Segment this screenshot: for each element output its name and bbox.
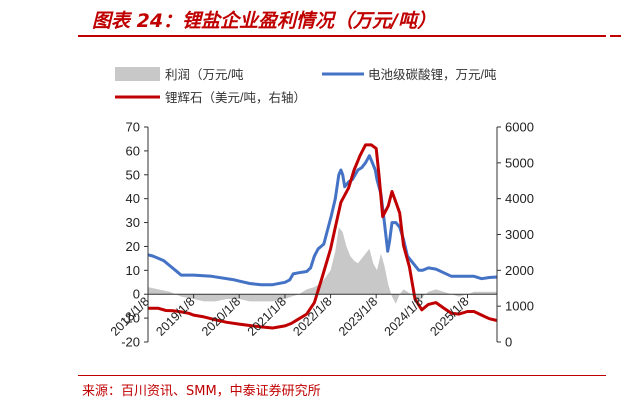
right-tick-label: 5000 (505, 155, 534, 170)
left-tick-label: 0 (133, 287, 140, 302)
x-tick-label: 2022/1/8 (290, 294, 334, 338)
axes: -20 -10 0 10 20 30 40 50 60 70 0 1000 2000 3000 4000 50… (108, 120, 534, 350)
plot-area (147, 143, 498, 330)
x-tick-label: 2019/1/8 (153, 294, 197, 338)
legend-swatch-profit (115, 67, 160, 81)
series-line-carbonate (147, 154, 498, 287)
source-note: 来源：百川资讯、SMM，中泰证券研究所 (82, 384, 321, 399)
legend-label-profit: 利润（万元/吨 (165, 68, 244, 82)
right-tick-label: 6000 (505, 120, 534, 135)
left-tick-label: 20 (126, 239, 140, 254)
x-tick-label: 2024/1/8 (382, 294, 426, 338)
left-tick-label: 60 (126, 143, 140, 158)
left-tick-label: -20 (121, 335, 140, 350)
left-tick-label: 40 (126, 191, 140, 206)
x-tick-label: 2023/1/8 (336, 294, 380, 338)
left-tick-label: 10 (126, 263, 140, 278)
right-tick-label: 3000 (505, 227, 534, 242)
right-tick-label: 1000 (505, 299, 534, 314)
right-tick-label: 0 (505, 335, 512, 350)
series-line-spodumene (148, 143, 498, 330)
left-tick-label: -10 (121, 311, 140, 326)
legend: 利润（万元/吨 电池级碳酸锂，万元/吨 锂辉石（美元/吨，右轴） (115, 67, 497, 105)
right-tick-label: 4000 (505, 191, 534, 206)
footer-rule (78, 375, 606, 376)
profit-chart: 利润（万元/吨 电池级碳酸锂，万元/吨 锂辉石（美元/吨，右轴） -20 -10 0… (108, 67, 534, 350)
x-tick-label: 2025/1/8 (427, 294, 471, 338)
figure-title: 图表 24：锂盐企业盈利情况（万元/吨） (92, 10, 436, 32)
right-tick-label: 2000 (505, 263, 534, 278)
header-rule (78, 35, 606, 37)
x-tick-label: 2018/1/8 (108, 294, 152, 338)
legend-label-spodumene: 锂辉石（美元/吨，右轴） (165, 90, 306, 105)
left-tick-label: 50 (126, 167, 140, 182)
series-area-profit (148, 227, 497, 304)
adjacent-rule-fragment (610, 35, 621, 37)
left-tick-label: 70 (126, 120, 140, 135)
legend-label-carbonate: 电池级碳酸锂，万元/吨 (368, 67, 497, 82)
left-tick-label: 30 (126, 215, 140, 230)
